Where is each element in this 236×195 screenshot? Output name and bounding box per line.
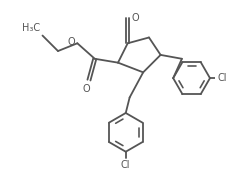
Text: Cl: Cl (217, 73, 227, 83)
Text: H₃C: H₃C (22, 23, 41, 33)
Text: O: O (82, 84, 90, 94)
Text: O: O (67, 37, 75, 47)
Text: O: O (131, 13, 139, 23)
Text: Cl: Cl (121, 160, 131, 170)
